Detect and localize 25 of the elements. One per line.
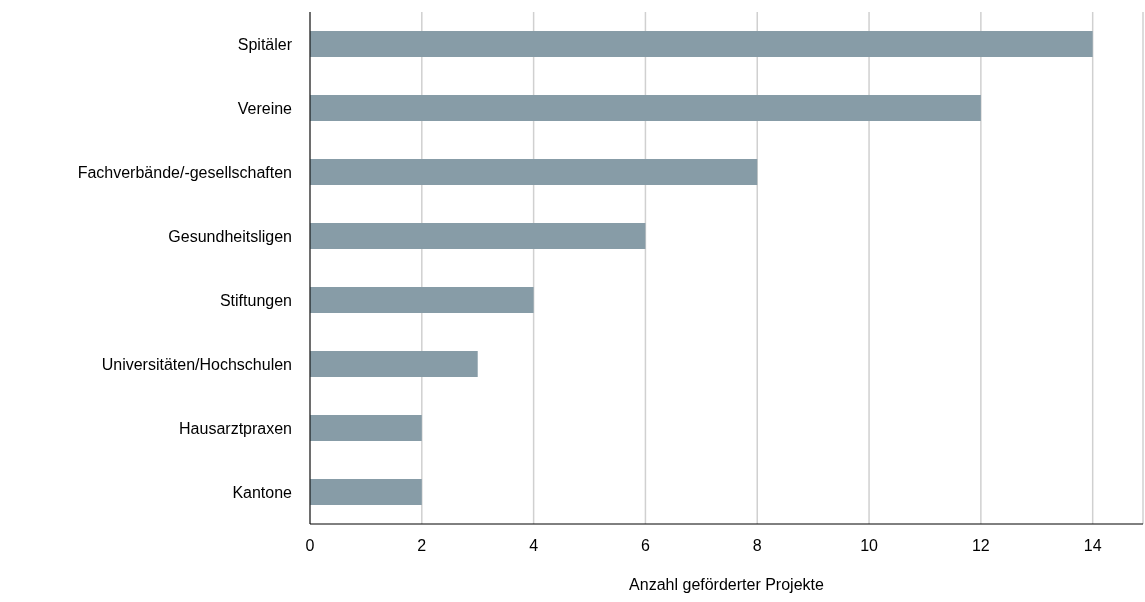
bar xyxy=(310,223,646,249)
y-tick-label: Universitäten/Hochschulen xyxy=(101,355,292,373)
x-tick-label: 14 xyxy=(1083,537,1102,555)
bar xyxy=(310,287,534,313)
x-tick-label: 6 xyxy=(640,537,650,555)
y-tick-label: Kantone xyxy=(232,483,293,501)
y-tick-label: Stiftungen xyxy=(219,291,292,309)
x-tick-label: 8 xyxy=(752,537,762,555)
x-tick-label: 4 xyxy=(529,537,539,555)
bar xyxy=(310,159,758,185)
x-tick-label: 12 xyxy=(971,537,990,555)
bar xyxy=(310,95,981,121)
x-tick-label: 10 xyxy=(860,537,879,555)
x-tick-label: 0 xyxy=(305,537,315,555)
y-tick-label: Fachverbände/-gesellschaften xyxy=(77,163,292,181)
bar xyxy=(310,31,1093,57)
bar xyxy=(310,415,422,441)
x-tick-label: 2 xyxy=(417,537,427,555)
y-tick-label: Hausarztpraxen xyxy=(179,419,292,437)
y-tick-label: Gesundheitsligen xyxy=(168,227,292,245)
bar xyxy=(310,351,478,377)
x-axis-title: Anzahl geförderter Projekte xyxy=(629,576,824,593)
bar xyxy=(310,479,422,505)
y-tick-label: Spitäler xyxy=(237,35,293,53)
y-tick-label: Vereine xyxy=(237,99,293,117)
